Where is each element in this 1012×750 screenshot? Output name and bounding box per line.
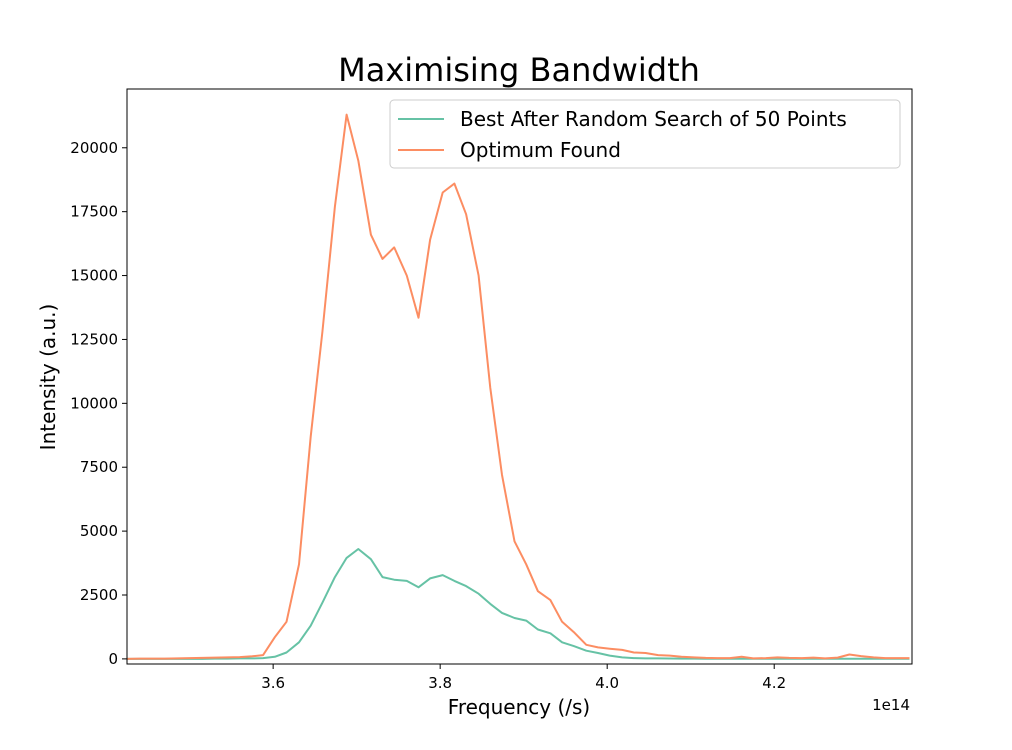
plot-area	[127, 113, 910, 660]
y-tick-label: 17500	[70, 203, 118, 221]
y-tick-label: 15000	[70, 267, 118, 285]
x-tick-label: 3.6	[261, 674, 285, 692]
axes-frame	[126, 88, 913, 665]
y-tick-label: 2500	[80, 586, 118, 604]
y-tick-label: 12500	[70, 330, 118, 348]
y-axis-label: Intensity (a.u.)	[36, 304, 60, 451]
axes: 3.6 3.8 4.0 4.2 0 2500 5000 7500 10000 12500 15000…	[70, 88, 913, 692]
legend-label-1: Best After Random Search of 50 Points	[460, 107, 847, 131]
x-axis-label: Frequency (/s)	[448, 695, 590, 719]
y-tick-label: 20000	[70, 139, 118, 157]
x-tick-label: 3.8	[428, 674, 452, 692]
y-tick-label: 5000	[80, 522, 118, 540]
legend-box	[389, 99, 901, 169]
series-line-2	[127, 113, 910, 660]
y-tick-label: 10000	[70, 394, 118, 412]
y-tick-label: 0	[108, 650, 118, 668]
x-tick-label: 4.0	[595, 674, 619, 692]
x-axis-offset-label: 1e14	[872, 696, 910, 714]
legend-label-2: Optimum Found	[460, 138, 621, 162]
y-tick-label: 7500	[80, 458, 118, 476]
legend: Best After Random Search of 50 Points Opt…	[389, 99, 901, 169]
chart-title: Maximising Bandwidth	[338, 51, 700, 89]
x-tick-label: 4.2	[762, 674, 786, 692]
series-line-1	[127, 548, 910, 660]
